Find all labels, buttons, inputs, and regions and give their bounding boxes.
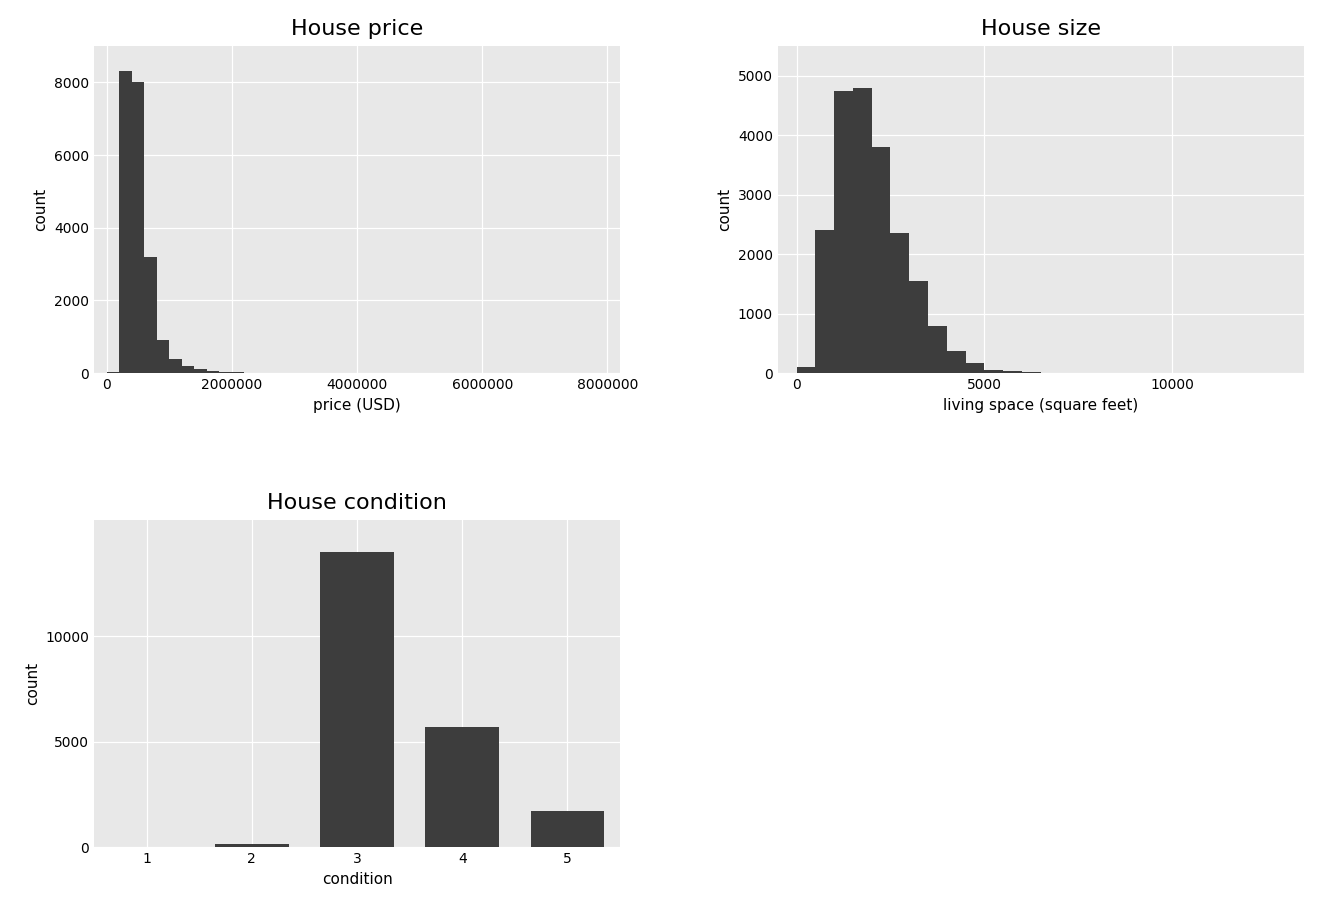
Bar <box>984 369 1003 373</box>
Bar <box>195 369 207 373</box>
Bar <box>531 811 605 847</box>
Bar <box>426 727 499 847</box>
Bar <box>946 351 965 373</box>
X-axis label: living space (square feet): living space (square feet) <box>943 398 1138 413</box>
Title: House price: House price <box>290 19 423 39</box>
Bar <box>144 257 157 373</box>
Bar <box>927 325 946 373</box>
Title: House condition: House condition <box>267 493 448 513</box>
Bar <box>106 372 120 373</box>
Bar <box>157 341 169 373</box>
Bar <box>120 72 132 373</box>
Y-axis label: count: count <box>34 188 48 231</box>
Bar <box>181 366 195 373</box>
Bar <box>219 372 231 373</box>
Bar <box>207 371 219 373</box>
Bar <box>891 233 910 373</box>
Bar <box>965 363 984 373</box>
Bar <box>872 147 891 373</box>
Title: House size: House size <box>981 19 1101 39</box>
Y-axis label: count: count <box>24 662 40 705</box>
X-axis label: price (USD): price (USD) <box>313 398 401 413</box>
Bar <box>797 367 816 373</box>
Bar <box>835 90 853 373</box>
Y-axis label: count: count <box>718 188 732 231</box>
Bar <box>816 230 835 373</box>
X-axis label: condition: condition <box>321 872 392 887</box>
Bar <box>910 281 927 373</box>
Bar <box>169 358 181 373</box>
Bar <box>215 844 289 847</box>
Bar <box>132 82 144 373</box>
Bar <box>1003 371 1021 373</box>
Bar <box>320 552 394 847</box>
Bar <box>853 87 872 373</box>
